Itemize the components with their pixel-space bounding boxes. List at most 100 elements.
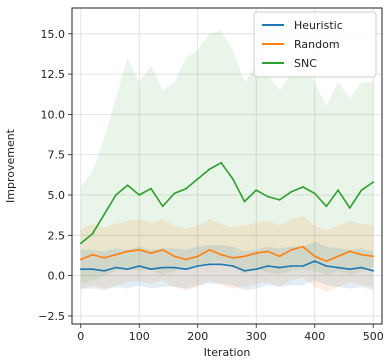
- snc-point: [231, 178, 234, 180]
- heuristic-point: [220, 263, 223, 266]
- heuristic-point: [91, 268, 94, 271]
- heuristic-point: [243, 269, 246, 272]
- snc-point: [220, 161, 223, 164]
- x-axis-ticks: 0 100 200 300 400 500: [77, 324, 384, 343]
- y-axis-ticks: −2.5 0.0 2.5 5.0 7.5 10.0 12.5 15.0: [38, 28, 72, 323]
- random-point: [185, 258, 188, 261]
- heuristic-point: [348, 268, 351, 271]
- grid: [72, 8, 382, 324]
- heuristic-point: [173, 266, 176, 269]
- y-tick-label: 12.5: [41, 68, 66, 81]
- heuristic-point: [360, 266, 363, 269]
- heuristic-point: [79, 268, 82, 271]
- random-point: [360, 253, 363, 256]
- random-line: [80, 245, 374, 262]
- snc-point: [150, 187, 152, 190]
- snc-point: [243, 200, 246, 203]
- random-point: [372, 255, 375, 258]
- random-point: [220, 253, 223, 256]
- random-point: [267, 250, 269, 253]
- snc-point: [290, 190, 293, 193]
- random-point: [243, 255, 246, 258]
- snc-point: [313, 192, 316, 195]
- snc-point: [267, 195, 269, 198]
- y-axis-label: Improvement: [4, 128, 17, 203]
- random-point: [208, 248, 211, 251]
- snc-point: [278, 199, 281, 201]
- snc-point: [103, 213, 106, 216]
- heuristic-point: [302, 265, 304, 267]
- heuristic-line: [80, 260, 374, 272]
- heuristic-point: [278, 266, 281, 269]
- snc-point: [325, 205, 328, 208]
- heuristic-point: [231, 265, 234, 267]
- heuristic-legend-label: Heuristic: [294, 19, 343, 32]
- random-point: [348, 250, 351, 253]
- snc-point: [173, 192, 176, 195]
- snc-legend-label: SNC: [294, 57, 317, 70]
- random-point: [231, 257, 234, 259]
- y-tick-label: 0.0: [48, 270, 66, 283]
- snc-point: [372, 181, 375, 184]
- random-point: [91, 253, 94, 256]
- y-tick-label: 15.0: [41, 28, 66, 41]
- heuristic-point: [313, 260, 316, 262]
- random-point: [337, 255, 339, 258]
- snc-point: [161, 205, 164, 208]
- snc-point: [348, 207, 351, 209]
- heuristic-point: [103, 269, 106, 272]
- snc-point: [337, 189, 339, 192]
- x-tick-label: 200: [187, 330, 208, 343]
- random-legend-label: Random: [294, 38, 340, 51]
- y-tick-label: 5.0: [48, 189, 66, 202]
- snc-point: [79, 242, 82, 245]
- random-point: [150, 252, 152, 255]
- y-tick-label: 10.0: [41, 108, 66, 121]
- random-point: [161, 248, 164, 251]
- x-tick-label: 0: [77, 330, 84, 343]
- legend-box: [253, 11, 377, 78]
- snc-point: [196, 178, 199, 180]
- random-point: [173, 255, 176, 258]
- heuristic-point: [337, 266, 339, 269]
- x-tick-label: 300: [246, 330, 267, 343]
- x-tick-label: 400: [304, 330, 325, 343]
- heuristic-point: [161, 266, 164, 269]
- snc-point: [360, 189, 363, 192]
- snc-line: [80, 162, 374, 245]
- legend: Heuristic Random SNC: [253, 11, 377, 78]
- random-point: [255, 252, 258, 255]
- confidence-bands: [80, 30, 374, 292]
- heuristic-point: [290, 265, 293, 267]
- heuristic-point: [372, 269, 375, 272]
- random-point: [302, 245, 304, 248]
- y-tick-label: 7.5: [48, 149, 66, 162]
- random-point: [290, 248, 293, 251]
- heuristic-point: [267, 265, 269, 267]
- snc-point: [115, 194, 117, 196]
- x-tick-label: 500: [363, 330, 384, 343]
- random-point: [325, 260, 328, 262]
- heuristic-point: [196, 265, 199, 267]
- snc-point: [126, 184, 129, 187]
- random-point: [115, 253, 117, 256]
- random-point: [138, 248, 141, 251]
- random-band: [80, 216, 374, 292]
- y-tick-label: 2.5: [48, 229, 66, 242]
- heuristic-point: [150, 268, 152, 271]
- heuristic-point: [138, 265, 141, 267]
- heuristic-point: [208, 263, 211, 266]
- plot-frame: [71, 7, 383, 325]
- y-tick-label: −2.5: [38, 310, 65, 323]
- random-point: [196, 255, 199, 258]
- heuristic-point: [185, 268, 188, 271]
- series-lines: [79, 161, 375, 272]
- snc-point: [138, 194, 141, 196]
- heuristic-point: [325, 265, 328, 267]
- x-tick-label: 100: [129, 330, 150, 343]
- random-point: [103, 257, 106, 259]
- random-point: [313, 255, 316, 258]
- heuristic-point: [126, 268, 129, 271]
- snc-point: [208, 168, 211, 171]
